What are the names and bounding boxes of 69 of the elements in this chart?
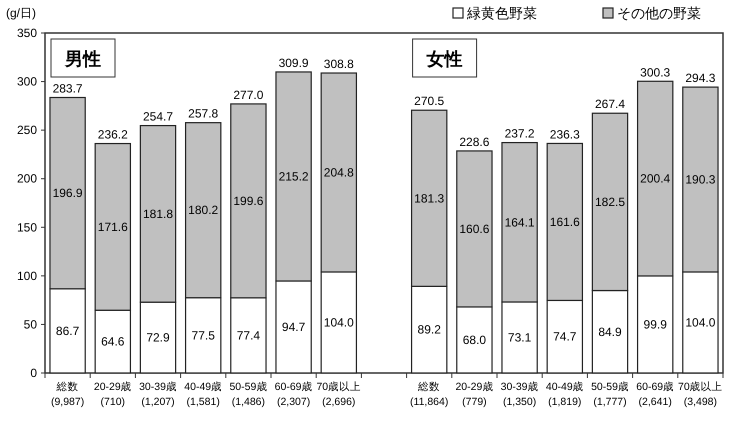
data-label: 160.6 [459, 222, 490, 236]
total-label: 283.7 [52, 82, 83, 96]
x-tick-label: 40-49歳 (1,581) [184, 380, 222, 408]
data-label: 180.2 [188, 203, 219, 218]
y-tick-label: 100 [16, 268, 38, 283]
data-label: 73.1 [508, 330, 532, 344]
data-label: 161.6 [550, 214, 580, 229]
y-tick-label: 250 [16, 123, 38, 138]
data-label: 68.0 [462, 332, 486, 347]
data-label: 64.6 [101, 334, 125, 349]
data-label: 84.9 [598, 324, 622, 339]
x-tick-label: 40-49歳 (1,819) [546, 380, 584, 408]
data-label: 164.1 [504, 215, 535, 230]
y-tick-label: 50 [24, 317, 38, 332]
annotation: 男性 [64, 49, 101, 69]
x-tick-label: 総数 (11,864) [410, 381, 448, 408]
total-label: 267.4 [594, 97, 626, 112]
x-tick-label: 60-69歳 (2,641) [636, 380, 674, 408]
x-tick-label: 70歳以上 (3,498) [678, 380, 723, 408]
data-label: 204.8 [324, 165, 354, 180]
data-label: 104.0 [685, 315, 716, 330]
y-tick-label: 150 [16, 220, 38, 234]
x-tick-label: 60-69歳 (2,307) [274, 380, 313, 408]
total-label: 257.8 [188, 106, 219, 121]
data-label: 181.3 [414, 191, 445, 206]
data-label: 171.6 [98, 220, 128, 234]
y-tick-label: 300 [16, 74, 38, 89]
data-label: 196.9 [52, 186, 83, 200]
x-tick-label: 20-29歳 (779) [455, 380, 494, 408]
x-tick-label: 30-39歳 (1,207) [139, 380, 177, 408]
x-tick-label: 50-59歳 (1,777) [591, 380, 629, 408]
data-label: 199.6 [233, 194, 264, 208]
data-label: 215.2 [278, 169, 309, 184]
data-label: 94.7 [282, 320, 306, 334]
x-tick-label: 20-29歳 (710) [94, 380, 132, 408]
total-label: 237.2 [504, 126, 535, 141]
annotation: 女性 [426, 49, 463, 69]
data-label: 99.9 [644, 317, 668, 332]
data-label: 86.7 [56, 324, 80, 338]
y-tick-label: 0 [30, 366, 38, 380]
total-label: 254.7 [142, 110, 174, 124]
y-axis-title: (g/日) [6, 6, 36, 20]
total-label: 277.0 [233, 88, 264, 102]
x-tick-label: 50-59歳 (1,486) [229, 380, 268, 408]
x-tick-label: 70歳以上 (2,696) [316, 380, 362, 408]
data-label: 72.9 [146, 330, 170, 345]
data-label: 77.4 [236, 328, 260, 342]
legend-label: 緑黄色野菜 [466, 5, 537, 21]
x-tick-label: 30-39歳 (1,350) [500, 380, 539, 408]
data-label: 89.2 [418, 322, 442, 337]
data-label: 74.7 [553, 330, 577, 344]
x-tick-label: 総数 (9,987) [50, 381, 84, 408]
y-tick-label: 350 [16, 26, 38, 40]
total-label: 228.6 [459, 134, 490, 149]
total-label: 236.2 [98, 128, 128, 142]
total-label: 300.3 [640, 65, 671, 80]
total-label: 294.3 [685, 71, 716, 86]
total-label: 236.3 [550, 127, 580, 142]
total-label: 270.5 [414, 94, 445, 108]
total-label: 309.9 [278, 56, 309, 70]
data-label: 190.3 [685, 172, 716, 187]
y-tick-label: 200 [16, 172, 38, 186]
data-label: 200.4 [640, 172, 671, 186]
data-label: 181.8 [142, 206, 174, 221]
data-label: 182.5 [594, 194, 626, 209]
data-label: 77.5 [192, 328, 216, 342]
data-label: 104.0 [324, 315, 354, 330]
total-label: 308.8 [324, 57, 354, 72]
legend-label: その他の野菜 [617, 5, 701, 21]
